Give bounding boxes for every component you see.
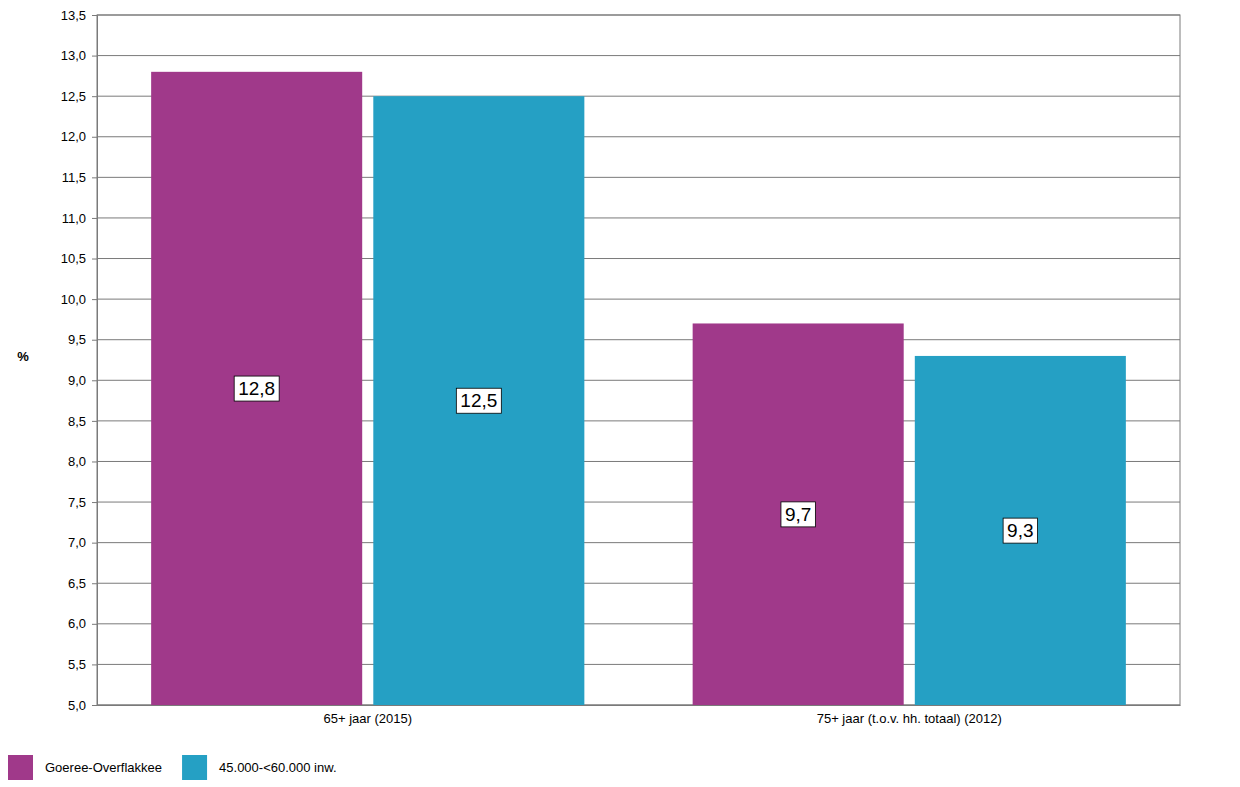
data-label: 12,5 <box>460 390 497 411</box>
y-tick: 7,5 <box>68 495 97 510</box>
legend-label: Goeree-Overflakkee <box>45 760 162 775</box>
plot: 12,8 9,7 12,5 9,3 5,0 5,5 6,0 6,5 7,0 7,5 8,0 8,5 9,… <box>61 8 1181 727</box>
y-tick-label: 5,5 <box>68 657 86 672</box>
data-label-bg <box>456 388 501 413</box>
y-tick: 5,5 <box>68 657 97 672</box>
y-tick-mark <box>92 15 97 16</box>
y-tick: 12,5 <box>61 89 97 104</box>
bar <box>915 356 1126 705</box>
data-label-bg <box>781 502 815 527</box>
y-tick-mark <box>92 705 97 706</box>
y-tick: 8,0 <box>68 454 97 469</box>
chart: 12,8 9,7 12,5 9,3 5,0 5,5 6,0 6,5 7,0 7,5 8,0 8,5 9,… <box>0 0 1240 787</box>
y-tick-mark <box>92 624 97 625</box>
y-tick-mark <box>92 583 97 584</box>
data-label-bg <box>234 376 279 401</box>
x-tick-label: 65+ jaar (2015) <box>323 711 412 726</box>
legend-item: 45.000-<60.000 inw. <box>182 755 336 780</box>
y-tick-label: 11,5 <box>62 170 86 185</box>
y-axis: 5,0 5,5 6,0 6,5 7,0 7,5 8,0 8,5 9,0 9,5 10,0 10,5 11… <box>61 8 98 713</box>
y-tick-label: 6,5 <box>68 576 86 591</box>
y-tick: 6,0 <box>68 616 97 631</box>
y-tick-mark <box>92 421 97 422</box>
x-tick: 75+ jaar (t.o.v. hh. totaal) (2012) <box>817 705 1002 726</box>
y-tick-mark <box>92 461 97 462</box>
y-tick: 13,0 <box>61 48 97 63</box>
y-tick-label: 9,0 <box>68 373 86 388</box>
data-label: 9,3 <box>1007 520 1033 541</box>
y-tick: 9,0 <box>68 373 97 388</box>
y-tick-mark <box>92 137 97 138</box>
y-tick-mark <box>92 543 97 544</box>
y-tick: 11,0 <box>62 211 97 226</box>
y-tick: 13,5 <box>61 8 97 23</box>
bars <box>151 72 1126 705</box>
y-tick-label: 13,0 <box>61 48 86 63</box>
y-tick-mark <box>92 340 97 341</box>
y-tick-mark <box>92 502 97 503</box>
legend: Goeree-Overflakkee 45.000-<60.000 inw. <box>8 755 337 780</box>
y-tick-label: 11,0 <box>62 211 86 226</box>
y-tick-mark <box>92 259 97 260</box>
y-axis-line <box>92 16 98 706</box>
legend-swatch <box>182 755 207 780</box>
legend-label: 45.000-<60.000 inw. <box>219 760 336 775</box>
y-tick: 6,5 <box>68 576 97 591</box>
y-tick-label: 5,0 <box>68 698 86 713</box>
y-tick-label: 10,0 <box>61 292 86 307</box>
y-tick: 10,5 <box>61 251 97 266</box>
y-tick: 7,0 <box>68 535 97 550</box>
x-tick: 65+ jaar (2015) <box>323 705 412 726</box>
data-label-box: 9,7 <box>781 502 815 527</box>
y-tick-label: 10,5 <box>61 251 86 266</box>
data-label-box: 12,5 <box>456 388 501 413</box>
y-tick-mark <box>92 299 97 300</box>
y-tick-mark <box>92 218 97 219</box>
y-tick: 5,0 <box>68 698 97 713</box>
y-tick-label: 12,5 <box>61 89 86 104</box>
data-label: 9,7 <box>785 504 811 525</box>
y-tick-label: 9,5 <box>68 332 86 347</box>
data-label-box: 9,3 <box>1003 518 1037 543</box>
y-tick-label: 7,5 <box>68 495 86 510</box>
legend-item: Goeree-Overflakkee <box>8 755 162 780</box>
x-axis-line <box>98 705 1181 706</box>
y-tick-label: 12,0 <box>61 129 86 144</box>
grid <box>97 15 1180 705</box>
y-tick-mark <box>92 96 97 97</box>
x-tick-label: 75+ jaar (t.o.v. hh. totaal) (2012) <box>817 711 1002 726</box>
y-tick: 9,5 <box>68 332 97 347</box>
bar <box>693 323 904 705</box>
y-tick: 12,0 <box>61 129 97 144</box>
y-tick: 11,5 <box>62 170 97 185</box>
grid-line <box>97 55 1180 56</box>
y-axis-title: % <box>17 349 29 364</box>
y-tick-mark <box>92 177 97 178</box>
data-label-box: 12,8 <box>234 376 279 401</box>
y-tick-label: 13,5 <box>61 8 86 23</box>
y-tick-label: 7,0 <box>68 535 86 550</box>
x-axis: 65+ jaar (2015) 75+ jaar (t.o.v. hh. tota… <box>98 705 1181 726</box>
y-tick-label: 8,5 <box>68 414 86 429</box>
y-tick-mark <box>92 664 97 665</box>
legend-swatch <box>8 755 33 780</box>
data-label: 12,8 <box>238 378 275 399</box>
bar <box>151 72 362 705</box>
y-tick-mark <box>92 380 97 381</box>
data-labels: 12,8 9,7 12,5 9,3 <box>234 376 1037 543</box>
y-tick: 8,5 <box>68 414 97 429</box>
plot-frame <box>97 15 1180 705</box>
y-tick-label: 8,0 <box>68 454 86 469</box>
data-label-bg <box>1003 518 1037 543</box>
y-tick-mark <box>92 56 97 57</box>
bar <box>373 96 584 705</box>
y-tick: 10,0 <box>61 292 97 307</box>
y-tick-label: 6,0 <box>68 616 86 631</box>
